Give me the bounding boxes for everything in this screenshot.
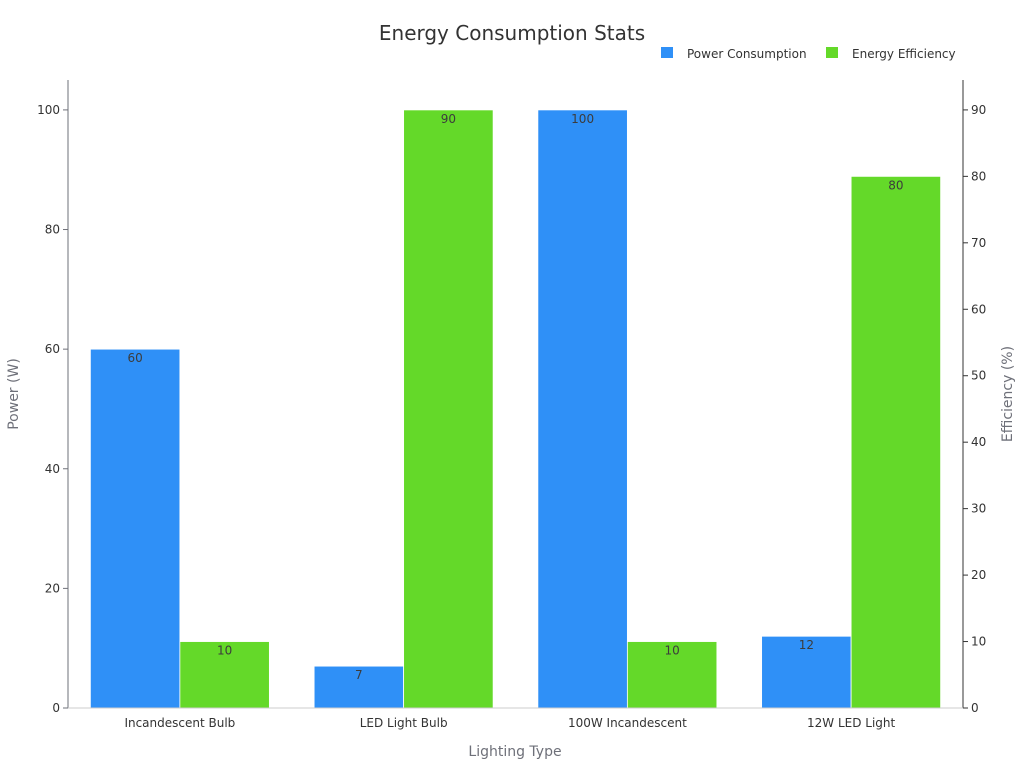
legend-swatch-efficiency xyxy=(826,47,838,58)
y2-tick-label: 10 xyxy=(971,635,986,649)
bar-value-label: 90 xyxy=(441,112,456,126)
bar-value-label: 10 xyxy=(664,644,679,658)
x-tick-label: Incandescent Bulb xyxy=(124,716,235,730)
y2-tick-label: 60 xyxy=(971,302,986,316)
bar-value-label: 12 xyxy=(799,638,814,652)
y2-tick-label: 90 xyxy=(971,103,986,117)
legend-swatch-power xyxy=(661,47,673,58)
plot-area: 0 20 40 60 80 100 0 10 20 30 40 50 60 70 80 90 60 10 Incan… xyxy=(37,80,986,730)
bar-power xyxy=(89,348,181,709)
y-tick-label: 20 xyxy=(45,581,60,595)
y-tick-label: 40 xyxy=(45,462,60,476)
bar-power xyxy=(313,665,405,709)
bar-value-label: 80 xyxy=(888,178,903,192)
bar-value-label: 60 xyxy=(127,351,142,365)
y-tick-label: 60 xyxy=(45,342,60,356)
bar-value-label: 100 xyxy=(571,112,594,126)
x-tick-label: 12W LED Light xyxy=(807,716,896,730)
y2-tick-label: 30 xyxy=(971,502,986,516)
legend-item-efficiency[interactable]: Energy Efficiency xyxy=(826,47,956,61)
y2-tick-label: 80 xyxy=(971,169,986,183)
bar-power xyxy=(761,635,852,709)
x-tick-label: 100W Incandescent xyxy=(568,716,687,730)
y-axis-title: Power (W) xyxy=(6,358,22,430)
bar-value-label: 10 xyxy=(217,644,232,658)
y2-tick-label: 70 xyxy=(971,236,986,250)
y2-tick-label: 50 xyxy=(971,369,986,383)
bar-efficiency xyxy=(850,175,942,709)
y2-axis-title: Efficiency (%) xyxy=(1000,346,1016,442)
bar-power xyxy=(537,109,628,709)
y-tick-label: 0 xyxy=(52,701,60,715)
chart-title: Energy Consumption Stats xyxy=(379,21,645,45)
legend-item-power[interactable]: Power Consumption xyxy=(661,47,807,61)
legend-label-power: Power Consumption xyxy=(687,47,807,61)
bar-efficiency xyxy=(179,641,270,709)
bar-efficiency xyxy=(403,109,494,709)
y2-tick-label: 40 xyxy=(971,435,986,449)
y2-tick-label: 20 xyxy=(971,568,986,582)
bar-value-label: 7 xyxy=(355,668,363,682)
x-tick-label: LED Light Bulb xyxy=(360,716,448,730)
legend-label-efficiency: Energy Efficiency xyxy=(852,47,956,61)
y2-tick-label: 0 xyxy=(971,701,979,715)
bar-efficiency xyxy=(626,641,718,709)
x-axis-title: Lighting Type xyxy=(468,744,561,760)
y-tick-label: 80 xyxy=(45,223,60,237)
legend: Power Consumption Energy Efficiency xyxy=(661,47,956,61)
y-tick-label: 100 xyxy=(37,103,60,117)
